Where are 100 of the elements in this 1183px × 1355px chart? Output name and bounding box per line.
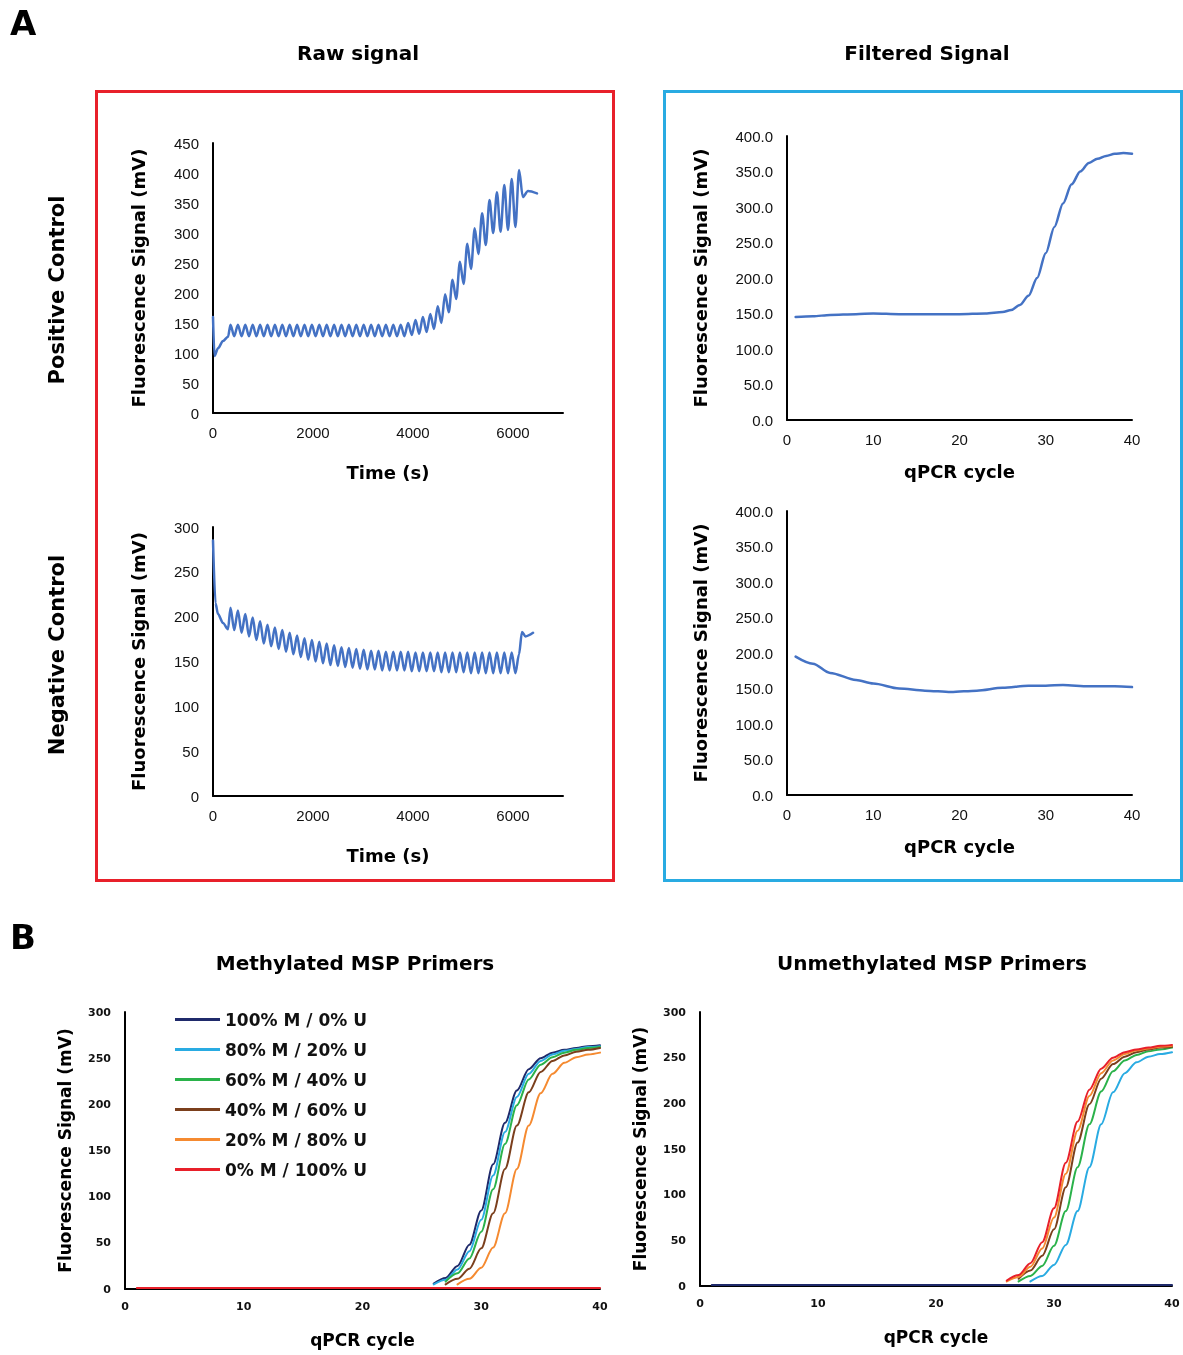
x-tick-label: 40 — [1123, 806, 1141, 823]
y-tick-label: 0 — [190, 787, 199, 805]
x-tick-label: 0 — [208, 807, 218, 824]
x-tick-label: 6000 — [496, 807, 530, 824]
line-series — [794, 655, 1134, 694]
line-series — [794, 151, 1134, 319]
x-axis-title: qPCR cycle — [904, 460, 1015, 482]
y-axis-title: Fluorescence Signal (mV) — [629, 1026, 650, 1272]
x-axis-title: qPCR cycle — [904, 835, 1015, 857]
x-tick-label: 10 — [810, 1297, 826, 1310]
text: Positive Control — [45, 195, 69, 385]
y-tick-label: 200.0 — [735, 269, 773, 287]
y-tick-label: 250 — [173, 254, 199, 272]
y-tick-label: 0.0 — [752, 786, 773, 804]
x-tick-label: 6000 — [496, 424, 530, 441]
x-tick-label: 2000 — [296, 424, 330, 441]
chart-title: Unmethylated MSP Primers — [777, 951, 1087, 975]
y-tick-label: 250.0 — [735, 234, 773, 251]
x-tick-label: 0 — [696, 1297, 705, 1310]
y-tick-label: 300.0 — [735, 573, 773, 591]
y-tick-label: 450 — [173, 134, 199, 152]
x-tick-label: 20 — [928, 1297, 944, 1310]
y-tick-label: 50 — [182, 374, 199, 392]
y-tick-label: 150.0 — [735, 305, 773, 322]
x-tick-label: 10 — [864, 431, 882, 448]
y-axis-title: Fluorescence Signal (mV) — [689, 523, 711, 783]
y-tick-label: 150 — [663, 1142, 687, 1156]
legend-label: 20% M / 80% U — [225, 1129, 367, 1150]
y-tick-label: 50.0 — [743, 376, 773, 393]
y-tick-label: 0 — [678, 1279, 687, 1293]
legend-label: 100% M / 0% U — [225, 1009, 367, 1030]
x-tick-label: 4000 — [396, 424, 430, 441]
y-tick-label: 50 — [95, 1236, 112, 1250]
y-tick-label: 400 — [173, 164, 199, 182]
y-tick-label: 50 — [670, 1233, 687, 1247]
x-tick-label: 30 — [1046, 1297, 1062, 1310]
y-tick-label: 100 — [173, 697, 199, 715]
y-axis-title: Fluorescence Signal (mV) — [127, 532, 149, 791]
y-tick-label: 0 — [190, 404, 199, 422]
y-tick-label: 200 — [88, 1097, 112, 1111]
y-tick-label: 150 — [173, 314, 199, 332]
x-tick-label: 40 — [592, 1300, 608, 1313]
x-tick-label: 20 — [951, 431, 968, 448]
y-tick-label: 350.0 — [735, 163, 773, 180]
legend-label: 60% M / 40% U — [225, 1069, 367, 1090]
y-axis-title: Fluorescence Signal (mV) — [689, 148, 711, 408]
x-tick-label: 20 — [354, 1300, 371, 1313]
y-tick-label: 100 — [663, 1188, 687, 1202]
x-tick-label: 4000 — [396, 807, 430, 824]
y-tick-label: 300 — [663, 1005, 687, 1019]
x-tick-label: 0 — [782, 806, 792, 823]
y-tick-label: 300.0 — [735, 198, 773, 216]
chart-title: Raw signal — [296, 41, 420, 65]
legend-label: 0% M / 100% U — [225, 1159, 367, 1180]
chart-title: Filtered Signal — [844, 41, 1010, 65]
chart-title: Methylated MSP Primers — [215, 951, 495, 975]
x-tick-label: 10 — [236, 1300, 252, 1313]
y-tick-label: 400.0 — [735, 127, 773, 145]
y-tick-label: 50 — [182, 742, 199, 760]
x-tick-label: 0 — [208, 424, 218, 441]
legend-label: 80% M / 20% U — [225, 1039, 367, 1060]
x-axis-title: Time (s) — [346, 844, 430, 866]
y-axis-title: Fluorescence Signal (mV) — [54, 1028, 75, 1273]
x-tick-label: 30 — [1037, 806, 1055, 823]
text: Negative Control — [45, 554, 69, 756]
y-tick-label: 100 — [88, 1190, 112, 1204]
x-tick-label: 20 — [951, 806, 968, 823]
x-tick-label: 2000 — [296, 807, 330, 824]
x-axis-title: qPCR cycle — [310, 1329, 415, 1350]
x-tick-label: 10 — [864, 806, 882, 823]
x-tick-label: 40 — [1164, 1297, 1180, 1310]
y-tick-label: 250 — [88, 1051, 112, 1065]
y-tick-label: 100.0 — [735, 715, 773, 733]
y-tick-label: 250 — [663, 1051, 687, 1065]
y-tick-label: 100.0 — [735, 340, 773, 358]
y-tick-label: 150 — [88, 1144, 112, 1157]
y-axis-title: Fluorescence Signal (mV) — [127, 148, 149, 408]
y-tick-label: 200 — [173, 608, 199, 626]
x-tick-label: 0 — [121, 1300, 130, 1313]
y-tick-label: 300 — [173, 518, 199, 536]
y-tick-label: 250 — [173, 563, 199, 581]
y-tick-label: 100 — [173, 344, 199, 362]
y-tick-label: 150.0 — [735, 680, 773, 697]
y-tick-label: 200.0 — [735, 644, 773, 662]
y-tick-label: 150 — [173, 653, 199, 670]
y-tick-label: 350.0 — [735, 538, 773, 555]
x-axis-title: Time (s) — [346, 461, 430, 483]
x-tick-label: 30 — [1037, 431, 1055, 448]
y-tick-label: 300 — [88, 1005, 112, 1019]
y-tick-label: 200 — [173, 284, 199, 302]
y-tick-label: 200 — [663, 1096, 687, 1110]
y-tick-label: 250.0 — [735, 609, 773, 626]
text: A — [10, 3, 37, 43]
x-axis-title: qPCR cycle — [883, 1326, 989, 1347]
y-tick-label: 0 — [103, 1282, 112, 1296]
y-tick-label: 350 — [173, 194, 199, 212]
line-series — [211, 168, 539, 358]
line-series — [211, 539, 535, 675]
x-tick-label: 0 — [782, 431, 792, 448]
x-tick-label: 40 — [1123, 431, 1141, 448]
